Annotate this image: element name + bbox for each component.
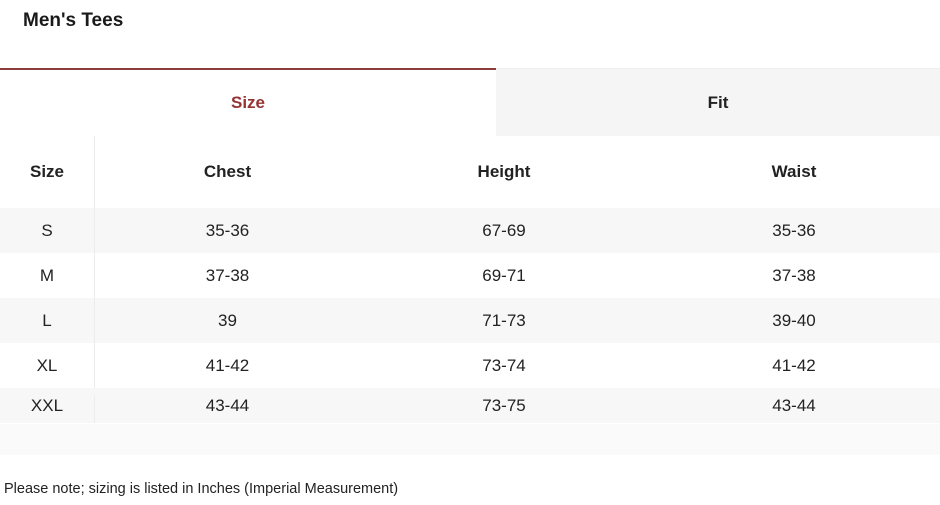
cell-waist: 39-40 xyxy=(772,310,816,330)
cell-height: 67-69 xyxy=(482,220,526,240)
cell-chest: 35-36 xyxy=(205,220,250,240)
cell-waist: 37-38 xyxy=(772,265,816,285)
cell-chest: 43-44 xyxy=(205,396,250,415)
cell-height: 71-73 xyxy=(482,310,526,330)
header-height: Height xyxy=(477,162,531,181)
cell-height: 73-75 xyxy=(482,396,526,415)
sizing-note: Please note; sizing is listed in Inches … xyxy=(4,481,399,497)
tab-bar: Size Fit xyxy=(0,68,940,136)
page-title: Men's Tees xyxy=(23,10,124,31)
table-scroll-area xyxy=(0,424,940,455)
table-row: XL 41-42 73-74 41-42 xyxy=(0,343,940,388)
cell-size: L xyxy=(0,298,95,343)
cell-size: S xyxy=(0,208,95,253)
table-row: XXL 43-44 73-75 43-44 xyxy=(0,388,940,423)
cell-chest: 39 xyxy=(218,310,237,330)
cell-size: XXL xyxy=(0,396,95,423)
cell-height: 69-71 xyxy=(482,265,526,285)
cell-size: XL xyxy=(0,343,95,388)
header-chest: Chest xyxy=(203,162,252,181)
header-size: Size xyxy=(0,136,95,208)
size-table: Size Chest Height Waist S 35-36 67-69 35… xyxy=(0,136,940,423)
cell-chest: 37-38 xyxy=(205,265,250,285)
cell-chest: 41-42 xyxy=(205,355,250,375)
table-row: L 39 71-73 39-40 xyxy=(0,298,940,343)
cell-size: M xyxy=(0,253,95,298)
tab-fit[interactable]: Fit xyxy=(496,68,940,136)
table-row: M 37-38 69-71 37-38 xyxy=(0,253,940,298)
table-header-row: Size Chest Height Waist xyxy=(0,136,940,208)
cell-height: 73-74 xyxy=(482,355,526,375)
cell-waist: 41-42 xyxy=(772,355,816,375)
table-row: S 35-36 67-69 35-36 xyxy=(0,208,940,253)
header-waist: Waist xyxy=(771,162,817,181)
tab-size[interactable]: Size xyxy=(0,68,496,136)
cell-waist: 43-44 xyxy=(772,396,816,415)
cell-waist: 35-36 xyxy=(772,220,816,240)
